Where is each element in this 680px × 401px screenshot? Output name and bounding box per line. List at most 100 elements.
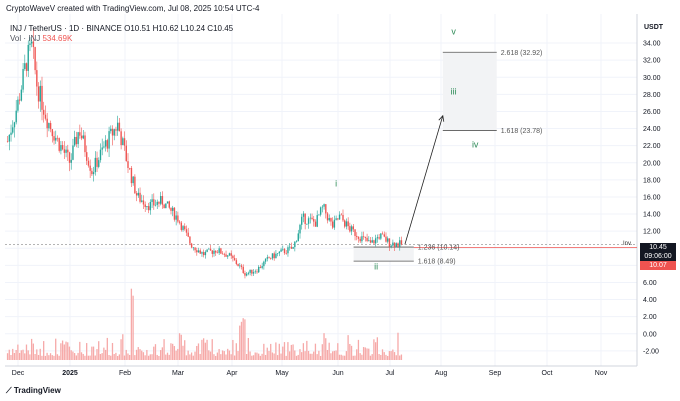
volume-bar [261,353,263,360]
volume-bar [383,352,385,360]
volume-bar [115,352,117,360]
candle-body [366,237,368,242]
volume-bar [362,347,365,360]
time-tick-label: Aug [435,370,448,377]
volume-bar [201,339,203,360]
volume-bar [373,339,375,360]
volume-bar [247,338,249,360]
candle-body [139,192,141,202]
candle-body [240,265,243,267]
volume-bar [371,354,373,360]
candle-body [98,160,100,167]
candle-body [20,89,23,101]
volume-bar [395,355,397,360]
volume-bar [161,347,163,360]
tradingview-logo[interactable]: ⟋ TradingView [6,386,61,396]
candle-body [82,135,84,139]
volume-bar [259,355,262,360]
candle-body [44,114,47,119]
volume-bar [194,351,196,360]
candle-body [56,137,59,139]
candle-body [163,204,165,209]
candle-body [342,214,344,221]
volume-bar [301,352,303,360]
candle-body [60,145,62,151]
candle-body [225,254,227,257]
volume-bar [258,353,260,360]
volume-bar [72,351,74,360]
volume-bar [158,355,160,360]
volume-bar [175,350,177,360]
volume-bar [24,353,26,360]
volume-bar [86,343,88,360]
candle-body [137,192,140,196]
candle-body [242,266,244,273]
candle-body [36,70,38,87]
candle-body [227,255,229,257]
candle-body [278,251,281,254]
volume-bar [189,354,191,360]
candle-body [29,43,31,45]
candle-body [218,248,220,253]
candle-body [361,236,363,242]
candle-body [61,145,64,150]
candle-body [6,141,9,142]
volume-bar [79,341,81,360]
candle-body [84,135,86,153]
volume-bar [385,354,387,360]
price-tick-label: 22.00 [643,143,661,150]
candle-body [17,99,19,111]
volume-bar [264,354,267,360]
volume-bar [101,353,103,360]
wave-label-i: i [335,179,337,189]
candle-body [180,222,183,230]
volume-bar [153,346,155,360]
fib-level-label: 2.618 (32.92) [501,50,543,57]
candle-body [130,168,133,184]
volume-bar [297,354,299,360]
candle-body [271,253,274,259]
volume-bar [118,354,120,360]
candle-body [273,253,275,259]
volume-bar [92,346,95,360]
candle-body [290,246,293,249]
volume-bar [239,325,241,360]
volume-bar [249,351,251,360]
volume-bar [91,346,93,360]
projection-arrow [404,114,445,245]
candle-body [376,237,379,239]
candle-body [151,199,153,202]
candle-body [91,170,93,175]
volume-bar [25,344,28,360]
candle-body [266,257,269,259]
volume-bar [129,354,131,360]
volume-bar [263,343,265,360]
candle-body [10,132,12,135]
volume-bar [151,354,153,360]
candle-body [280,249,282,252]
price-axis: 34.00 32.00 30.00 28.00 26.00 24.00 22.00 20.00… [643,41,661,356]
volume-bar [228,350,231,360]
volume-bar [361,354,363,360]
volume-bar [22,349,24,360]
projection-line [404,115,444,245]
candle-body [25,63,28,71]
volume-bar [218,349,220,360]
price-tick-label: 26.00 [643,109,661,116]
candle-body [63,149,66,153]
time-tick-label: Nov [595,370,608,377]
candle-body [338,214,341,220]
volume-bar [244,319,246,360]
volume-bar [221,350,224,360]
volume-bar [142,352,145,360]
time-tick-label: Dec [12,370,25,377]
volume-bar [331,351,334,360]
volume-bar [309,353,311,360]
volume-bar [282,346,284,360]
candle-body [400,240,403,245]
time-tick-label: May [275,370,289,377]
candle-body [173,207,176,220]
volume-bar [184,340,186,360]
